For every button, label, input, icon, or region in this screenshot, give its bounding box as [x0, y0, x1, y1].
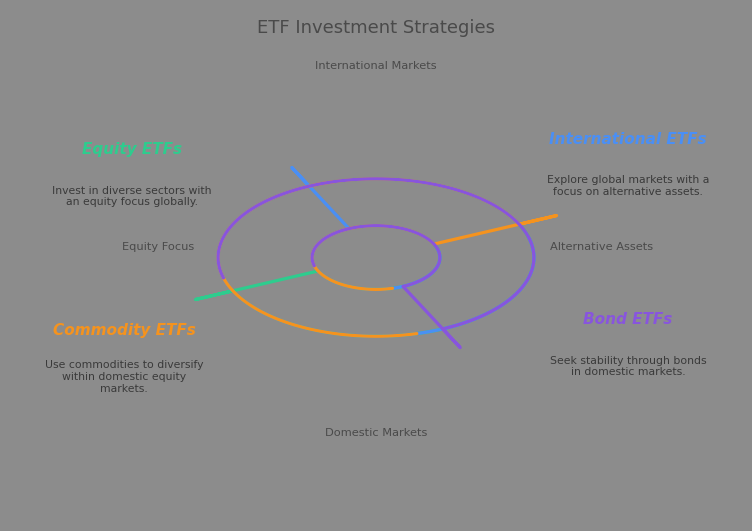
Text: Equity Focus: Equity Focus: [122, 242, 194, 252]
Text: International ETFs: International ETFs: [549, 132, 707, 147]
Text: Explore global markets with a
focus on alternative assets.: Explore global markets with a focus on a…: [547, 175, 709, 196]
Text: Bond ETFs: Bond ETFs: [584, 312, 672, 327]
Text: International Markets: International Markets: [315, 62, 437, 71]
Text: Equity ETFs: Equity ETFs: [81, 142, 182, 157]
Text: Commodity ETFs: Commodity ETFs: [53, 323, 196, 338]
Text: Use commodities to diversify
within domestic equity
markets.: Use commodities to diversify within dome…: [45, 361, 203, 393]
Text: Domestic Markets: Domestic Markets: [325, 428, 427, 438]
Text: ETF Investment Strategies: ETF Investment Strategies: [257, 19, 495, 37]
Text: Invest in diverse sectors with
an equity focus globally.: Invest in diverse sectors with an equity…: [52, 186, 211, 207]
Text: Seek stability through bonds
in domestic markets.: Seek stability through bonds in domestic…: [550, 356, 706, 377]
Text: Alternative Assets: Alternative Assets: [550, 242, 653, 252]
